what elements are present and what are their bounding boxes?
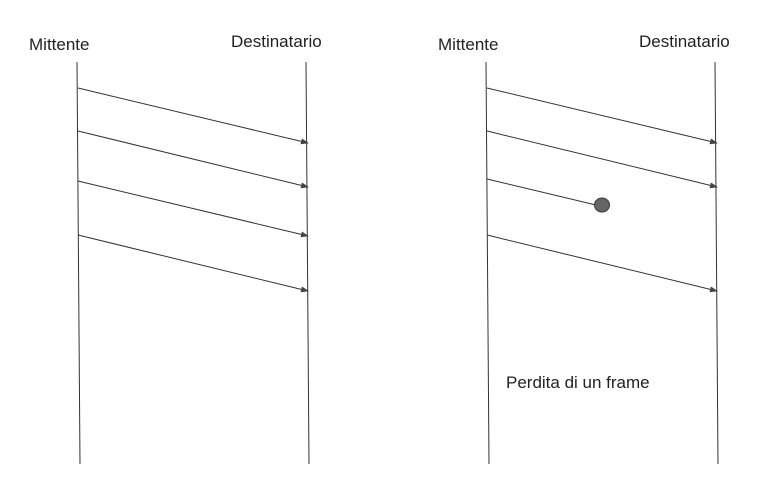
- right-frames: [486, 87, 718, 293]
- left-sender-lifeline: [76, 61, 81, 465]
- left-frame-arrow-1: [77, 87, 309, 145]
- lost-frame-caption: Perdita di un frame: [506, 373, 650, 392]
- right-frame-arrow-1: [486, 87, 718, 145]
- right-frame-arrow-3: [486, 178, 597, 206]
- left-frames: [77, 87, 309, 293]
- left-sender-label: Mittente: [29, 35, 90, 54]
- right-receiver-lifeline: [714, 61, 719, 465]
- left-receiver-lifeline: [305, 61, 310, 465]
- left-receiver-label: Destinatario: [231, 32, 322, 51]
- right-lost-frame-marker: [594, 197, 610, 213]
- right-sender-label: Mittente: [438, 35, 499, 54]
- right-frame-arrow-2: [486, 130, 718, 189]
- left-frame-arrow-4: [77, 234, 309, 293]
- right-frame-arrow-4: [486, 234, 718, 293]
- right-receiver-label: Destinatario: [639, 32, 730, 51]
- left-frame-arrow-3: [77, 180, 309, 238]
- left-frame-arrow-2: [77, 130, 309, 189]
- right-sender-lifeline: [485, 61, 490, 465]
